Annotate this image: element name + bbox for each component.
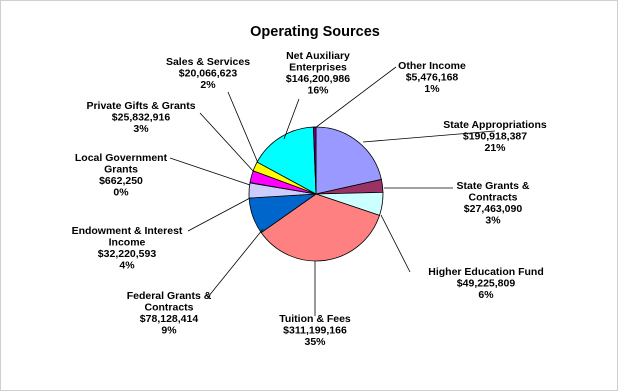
slice-label-amount: $25,832,916 <box>112 112 171 124</box>
slice-label-amount: $27,463,090 <box>464 203 523 215</box>
slice-label-name: Other Income <box>398 60 466 72</box>
slice-label-amount: $662,250 <box>99 175 143 187</box>
slice-label-amount: $311,199,166 <box>283 325 347 337</box>
slice-label: State Appropriations $190,918,387 21% <box>443 119 547 154</box>
leader-line <box>227 91 259 164</box>
slice-label: Local Government Grants $662,250 0% <box>75 152 168 199</box>
leader-line <box>187 197 251 232</box>
leader-line <box>380 214 411 273</box>
slice-label-name: State Grants & <box>457 180 530 192</box>
slice-label: Net Auxiliary Enterprises $146,200,986 16% <box>286 50 350 97</box>
slice-label-percent: 0% <box>113 187 129 199</box>
slice-label-amount: $190,918,387 <box>463 131 527 143</box>
slice-labels: State Appropriations $190,918,387 21%State… <box>72 50 547 348</box>
slice-label-name: Contracts <box>144 302 193 314</box>
slice-label-percent: 3% <box>485 215 501 227</box>
slice-label-percent: 6% <box>478 289 494 301</box>
slice-label-percent: 1% <box>424 83 440 95</box>
slice-label-amount: $49,225,809 <box>457 278 516 290</box>
slice-label-name: Income <box>109 237 146 249</box>
slice-label-name: Endowment & Interest <box>72 225 183 237</box>
leader-lines <box>169 66 496 316</box>
slice-label: Private Gifts & Grants $25,832,916 3% <box>86 100 195 135</box>
slice-label-percent: 16% <box>307 85 329 97</box>
slice-label-name: Local Government <box>75 152 168 164</box>
slice-label-percent: 3% <box>133 123 149 135</box>
slice-label-percent: 21% <box>484 142 506 154</box>
slice-label-name: Net Auxiliary <box>286 50 350 62</box>
slice-label-name: Sales & Services <box>166 56 250 68</box>
leader-line <box>199 112 255 173</box>
slice-label: Sales & Services $20,066,623 2% <box>166 56 250 91</box>
pie-slice <box>315 126 382 195</box>
slice-label-amount: $78,128,414 <box>140 313 199 325</box>
chart-title: Operating Sources <box>250 24 380 40</box>
slice-label-percent: 2% <box>200 79 216 91</box>
slice-label-amount: $20,066,623 <box>179 68 238 80</box>
pie-slices <box>248 126 384 262</box>
pie-slice <box>256 126 317 195</box>
slice-label-name: Grants <box>104 164 138 176</box>
slice-label-name: Private Gifts & Grants <box>86 100 195 112</box>
slice-label: Higher Education Fund $49,225,809 6% <box>428 266 544 301</box>
slice-label-percent: 35% <box>304 336 326 348</box>
slice-label-name: Higher Education Fund <box>428 266 544 278</box>
slice-label-name: Contracts <box>468 192 517 204</box>
slice-label-name: State Appropriations <box>443 119 547 131</box>
leader-line <box>314 66 397 129</box>
slice-label: State Grants & Contracts $27,463,090 3% <box>457 180 530 227</box>
pie-slice <box>260 193 381 262</box>
leader-line <box>207 228 264 298</box>
slice-label-name: Tuition & Fees <box>279 313 351 325</box>
leader-line <box>362 130 496 143</box>
leader-line <box>169 157 251 186</box>
slice-label-percent: 9% <box>161 325 177 337</box>
slice-label-amount: $146,200,986 <box>286 73 350 85</box>
slice-label: Federal Grants & Contracts $78,128,414 9% <box>127 290 212 337</box>
slice-label-amount: $32,220,593 <box>98 248 157 260</box>
slice-label-name: Enterprises <box>289 62 347 74</box>
slice-label-name: Federal Grants & <box>127 290 212 302</box>
slice-label: Other Income $5,476,168 1% <box>398 60 466 95</box>
slice-label: Endowment & Interest Income $32,220,593 4% <box>72 225 183 272</box>
slice-label: Tuition & Fees $311,199,166 35% <box>279 313 351 348</box>
leader-line <box>283 98 300 140</box>
slice-label-percent: 4% <box>119 260 135 272</box>
slice-label-amount: $5,476,168 <box>406 72 459 84</box>
